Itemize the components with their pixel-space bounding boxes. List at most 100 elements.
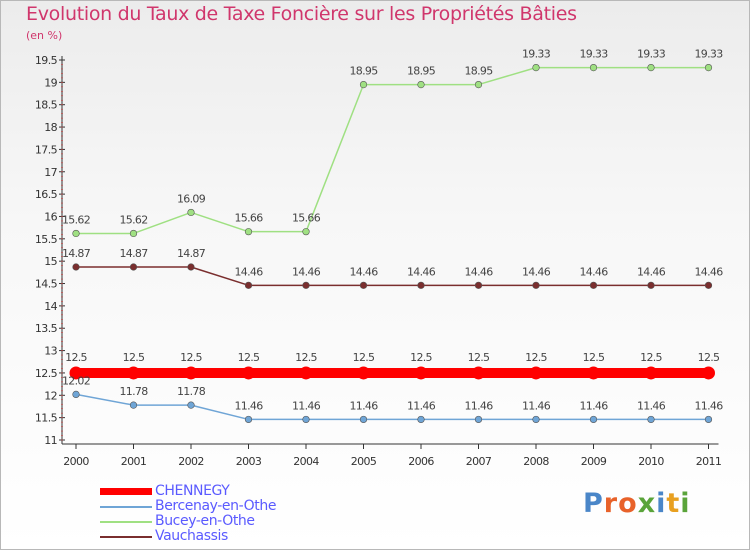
y-tick-label: 16: [44, 210, 57, 223]
logo-letter: i: [656, 488, 667, 519]
data-label: 11.78: [177, 385, 206, 398]
x-tick-label: 2007: [466, 455, 492, 468]
data-point: [72, 263, 80, 271]
y-tick-label: 13: [44, 345, 57, 358]
x-tick-label: 2000: [63, 455, 89, 468]
y-tick-label: 12.5: [35, 367, 58, 380]
x-tick-label: 2010: [638, 455, 664, 468]
data-point: [704, 281, 713, 289]
data-label: 15.62: [62, 213, 90, 226]
data-label: 11.46: [235, 399, 264, 412]
data-point: [72, 229, 80, 238]
y-tick-label: 15: [44, 255, 57, 268]
x-tick-label: 2009: [581, 455, 607, 468]
data-label: 12.5: [295, 351, 317, 364]
data-point: [69, 366, 83, 380]
data-label: 12.5: [353, 351, 375, 364]
data-label: 11.46: [292, 399, 321, 412]
legend-swatch: [100, 520, 152, 523]
data-label: 11.46: [407, 399, 436, 412]
data-point: [589, 63, 598, 72]
legend-label: Bucey-en-Othe: [155, 513, 255, 529]
data-label: 12.5: [698, 351, 720, 364]
data-point: [532, 281, 540, 289]
data-label: 18.95: [465, 65, 494, 78]
y-tick-label: 17.5: [35, 143, 58, 156]
data-point: [187, 208, 195, 217]
data-label: 19.33: [522, 48, 551, 61]
data-label: 11.78: [120, 385, 149, 398]
data-point: [417, 281, 425, 289]
x-tick-label: 2003: [236, 455, 262, 468]
data-label: 12.02: [62, 374, 90, 387]
data-label: 11.46: [465, 399, 494, 412]
data-label: 14.46: [522, 265, 551, 278]
data-label: 19.33: [580, 48, 609, 61]
data-point: [417, 80, 425, 89]
proxiti-logo: Proxiti: [583, 488, 691, 519]
data-point: [244, 228, 253, 236]
data-labels: 15.62 15.62 16.09 15.66 15.66 18.95 18.95 18.95…: [62, 48, 724, 413]
data-point: [532, 63, 540, 72]
y-tick-label: 14: [44, 300, 57, 313]
data-point: [644, 366, 658, 380]
legend-swatch: [100, 505, 152, 508]
data-label: 11.46: [637, 399, 666, 412]
legend-label: Vauchassis: [155, 528, 228, 544]
data-point: [474, 80, 483, 89]
chart-title: Evolution du Taux de Taxe Foncière sur l…: [26, 3, 577, 25]
series-line-bercenay-en-othe: [75, 393, 709, 421]
y-tick-label: 18.5: [35, 99, 58, 112]
data-label: 12.5: [583, 351, 605, 364]
logo-letter: t: [666, 488, 681, 519]
data-point: [129, 263, 138, 271]
data-point: [589, 281, 598, 289]
data-point: [187, 263, 195, 271]
data-point: [299, 366, 313, 380]
legend-label: Bercenay-en-Othe: [155, 498, 277, 514]
data-label: 15.66: [292, 212, 321, 225]
data-label: 19.33: [695, 48, 724, 61]
data-point: [587, 366, 600, 380]
data-label: 14.46: [695, 265, 724, 278]
data-label: 12.5: [468, 351, 490, 364]
data-point: [187, 401, 195, 409]
legend-item: Bucey-en-Othe: [100, 514, 276, 529]
legend-swatch: [100, 535, 152, 538]
data-point: [127, 366, 140, 380]
axes: 11 11.5 12 12.5 13 13.5 14 14.5 15 15.5 16 16.5 17 17…: [35, 54, 722, 468]
data-label: 15.62: [120, 213, 148, 226]
data-label: 18.95: [350, 65, 379, 78]
data-label: 18.95: [407, 65, 436, 78]
legend-item: Bercenay-en-Othe: [100, 499, 276, 514]
y-tick-label: 16.5: [35, 188, 58, 201]
logo-letter: x: [637, 488, 657, 519]
x-tick-label: 2008: [523, 455, 549, 468]
data-point: [359, 281, 368, 289]
data-label: 11.46: [580, 399, 609, 412]
data-label: 14.46: [465, 265, 494, 278]
y-tick-label: 14.5: [35, 278, 58, 291]
data-point: [129, 401, 138, 409]
y-tick-label: 19: [44, 76, 57, 89]
data-point: [647, 281, 655, 289]
legend: CHENNEGY Bercenay-en-Othe Bucey-en-Othe Vau…: [100, 484, 276, 544]
data-label: 12.5: [123, 351, 145, 364]
x-tick-label: 2001: [121, 455, 147, 468]
data-point: [184, 366, 198, 380]
data-point: [242, 366, 255, 380]
data-label: 12.5: [65, 351, 87, 364]
data-point: [474, 415, 483, 424]
data-point: [704, 415, 713, 424]
data-label: 19.33: [637, 48, 666, 61]
logo-letter: o: [618, 488, 638, 519]
data-point: [72, 390, 80, 399]
data-label: 14.46: [235, 265, 264, 278]
data-point: [244, 281, 253, 289]
data-point: [472, 366, 485, 380]
logo-letter: r: [603, 488, 619, 519]
y-tick-label: 17: [44, 166, 57, 179]
x-tick-label: 2006: [408, 455, 434, 468]
